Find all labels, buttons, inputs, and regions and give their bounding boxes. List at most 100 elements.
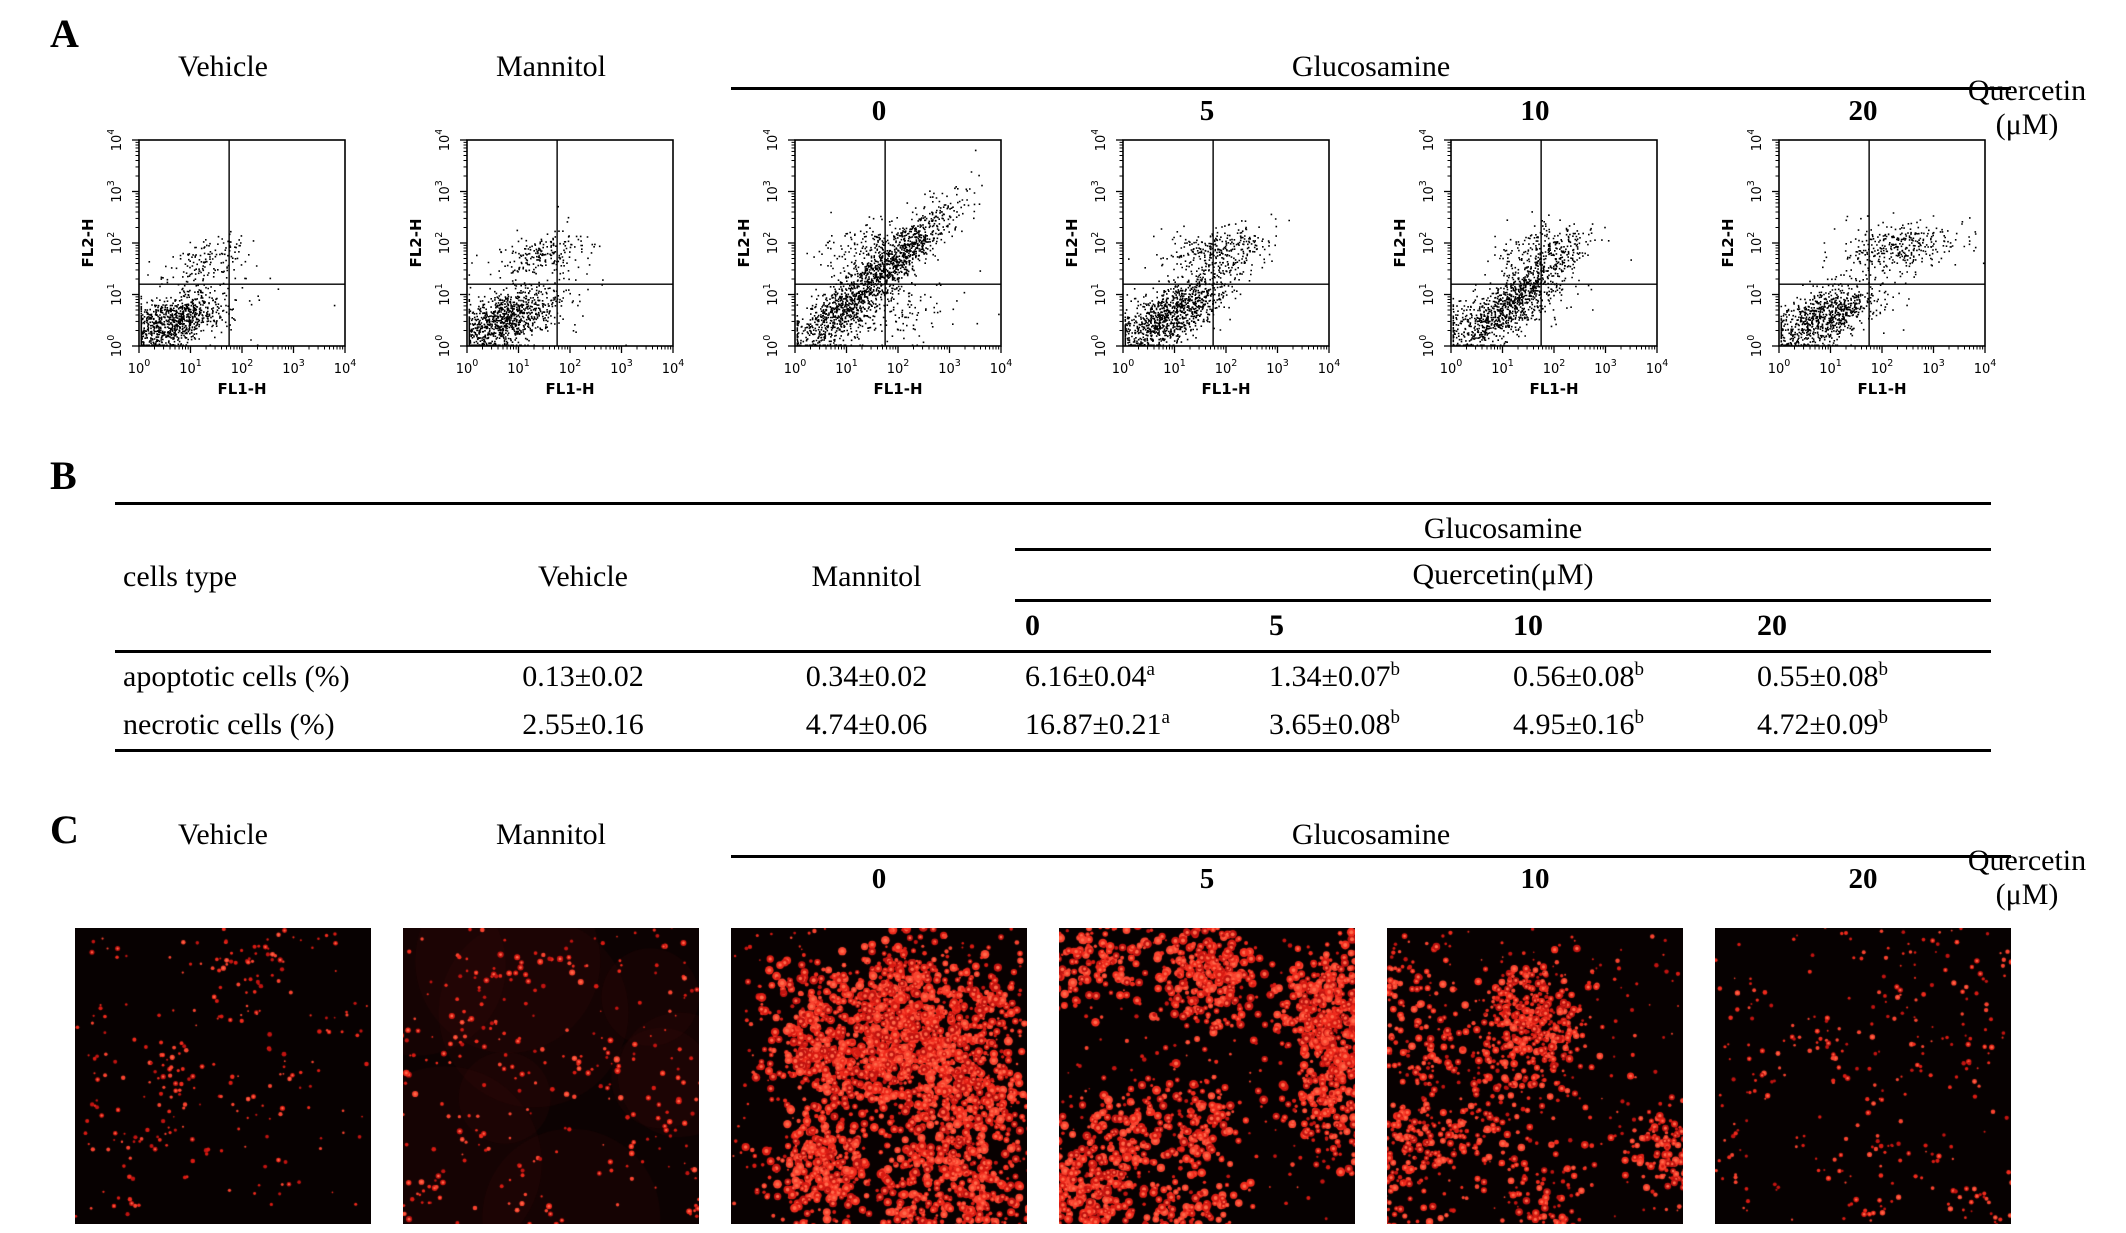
svg-text:FL2-H: FL2-H [1391, 218, 1409, 267]
svg-text:103: 103 [1418, 180, 1437, 203]
table-glucosamine-header: Glucosamine [1015, 505, 1991, 551]
table-vehicle-header: Vehicle [538, 559, 628, 593]
svg-text:104: 104 [662, 358, 685, 377]
table-cell: 0.13±0.02 [522, 660, 644, 693]
svg-text:101: 101 [835, 358, 858, 377]
svg-text:103: 103 [1594, 358, 1617, 377]
svg-text:102: 102 [1543, 358, 1566, 377]
label-quercetin-line2: (μM) [1995, 107, 2059, 141]
svg-text:104: 104 [1418, 130, 1437, 151]
svg-text:102: 102 [1418, 232, 1437, 255]
fluorescence-image-mannitol [403, 928, 699, 1224]
svg-text:101: 101 [1418, 283, 1437, 306]
svg-text:104: 104 [1746, 130, 1765, 151]
dose-label-0: 0 [871, 863, 887, 895]
svg-text:102: 102 [887, 358, 910, 377]
row-label: apoptotic cells (%) [123, 660, 350, 693]
label-glucosamine: Glucosamine [731, 818, 2011, 858]
dose-label-0: 0 [871, 95, 887, 127]
svg-text:104: 104 [762, 130, 781, 151]
svg-text:102: 102 [106, 232, 125, 255]
table-cell: 3.65±0.08b [1269, 707, 1400, 741]
svg-text:100: 100 [762, 335, 781, 358]
dose-label-10: 10 [1520, 95, 1550, 127]
svg-text:FL2-H: FL2-H [735, 218, 753, 267]
table-cell: 0.56±0.08b [1513, 659, 1644, 693]
svg-text:FL1-H: FL1-H [1529, 380, 1578, 398]
svg-text:104: 104 [434, 130, 453, 151]
svg-text:100: 100 [1418, 335, 1437, 358]
svg-text:104: 104 [1318, 358, 1341, 377]
svg-text:102: 102 [559, 358, 582, 377]
svg-text:100: 100 [1768, 358, 1791, 377]
svg-text:101: 101 [179, 358, 202, 377]
table-cell: 4.74±0.06 [805, 708, 928, 741]
panel-c-letter: C [50, 807, 79, 852]
table-cell: 0.34±0.02 [805, 660, 928, 693]
svg-text:102: 102 [762, 232, 781, 255]
svg-text:104: 104 [1974, 358, 1997, 377]
label-quercetin-line2: (μM) [1995, 877, 2059, 911]
svg-text:102: 102 [1871, 358, 1894, 377]
panel-b-table: B Glucosamine cells type Vehicle Mannito… [0, 452, 2126, 752]
dose-label-20: 20 [1848, 863, 1878, 895]
panel-b-letter: B [50, 453, 77, 498]
svg-text:104: 104 [990, 358, 1013, 377]
svg-text:FL2-H: FL2-H [1063, 218, 1081, 267]
svg-text:101: 101 [1819, 358, 1842, 377]
svg-text:101: 101 [106, 283, 125, 306]
table-dose-5: 5 [1269, 609, 1284, 642]
svg-text:103: 103 [610, 358, 633, 377]
results-table: Glucosamine cells type Vehicle Mannitol … [115, 502, 1991, 752]
svg-text:103: 103 [762, 180, 781, 203]
table-cells-type-header: cells type [123, 559, 238, 593]
svg-text:104: 104 [1646, 358, 1669, 377]
svg-text:FL2-H: FL2-H [1719, 218, 1737, 267]
svg-text:103: 103 [938, 358, 961, 377]
svg-text:100: 100 [1440, 358, 1463, 377]
svg-text:FL2-H: FL2-H [407, 218, 425, 267]
svg-text:102: 102 [434, 232, 453, 255]
flow-plot-glucosamine-10: 100 100 101 101 102 102 103 103 104 104 FL1-H FL2-H [1387, 129, 1683, 430]
fluorescence-image-quercetin-20 [1715, 928, 2011, 1224]
flow-plot-glucosamine-0: 100 100 101 101 102 102 103 103 104 104 FL1-H FL2-H [731, 129, 1027, 430]
svg-text:103: 103 [1266, 358, 1289, 377]
svg-text:103: 103 [1922, 358, 1945, 377]
svg-text:102: 102 [1746, 232, 1765, 255]
svg-text:104: 104 [1090, 130, 1109, 151]
fluorescence-image-row [75, 928, 2126, 1224]
table-quercetin-header: Quercetin(μM) [1015, 551, 1991, 602]
svg-text:100: 100 [434, 335, 453, 358]
dose-label-5: 5 [1199, 95, 1215, 127]
table-cell: 2.55±0.16 [522, 708, 644, 741]
svg-text:101: 101 [1090, 283, 1109, 306]
svg-text:101: 101 [1491, 358, 1514, 377]
label-quercetin: Quercetin (μM) [1937, 74, 2117, 141]
dose-label-5: 5 [1199, 863, 1215, 895]
svg-text:103: 103 [1090, 180, 1109, 203]
svg-text:103: 103 [434, 180, 453, 203]
label-quercetin: Quercetin (μM) [1937, 844, 2117, 911]
svg-text:FL1-H: FL1-H [217, 380, 266, 398]
label-quercetin-line1: Quercetin [1967, 74, 2087, 107]
table-cell: 4.72±0.09b [1757, 707, 1888, 741]
table-dose-0: 0 [1025, 609, 1040, 642]
svg-text:FL1-H: FL1-H [545, 380, 594, 398]
table-row-necrotic: necrotic cells (%) 2.55±0.16 4.74±0.06 1… [115, 701, 1991, 752]
label-vehicle: Vehicle [178, 50, 268, 83]
panel-c-condition-header: Vehicle Mannitol Glucosamine 0 5 10 20 Q… [75, 806, 2086, 911]
flow-plot-glucosamine-5: 100 100 101 101 102 102 103 103 104 104 FL1-H FL2-H [1059, 129, 1355, 430]
flow-plot-mannitol: 100 100 101 101 102 102 103 103 104 104 FL1-H FL2-H [403, 129, 699, 430]
svg-text:102: 102 [231, 358, 254, 377]
table-cell: 6.16±0.04a [1025, 659, 1155, 693]
svg-text:100: 100 [1746, 335, 1765, 358]
table-cell: 16.87±0.21a [1025, 707, 1170, 741]
svg-text:103: 103 [106, 180, 125, 203]
table-dose-20: 20 [1757, 609, 1787, 642]
panel-a-flow-cytometry: A Vehicle Mannitol Glucosamine 0 5 10 20… [0, 10, 2126, 430]
flow-plot-row: 100 100 101 101 102 102 103 103 104 104 FL1-H FL2-H… [75, 129, 2126, 430]
row-label: necrotic cells (%) [123, 708, 335, 741]
svg-text:FL1-H: FL1-H [1857, 380, 1906, 398]
dose-label-20: 20 [1848, 95, 1878, 127]
label-vehicle: Vehicle [178, 818, 268, 851]
